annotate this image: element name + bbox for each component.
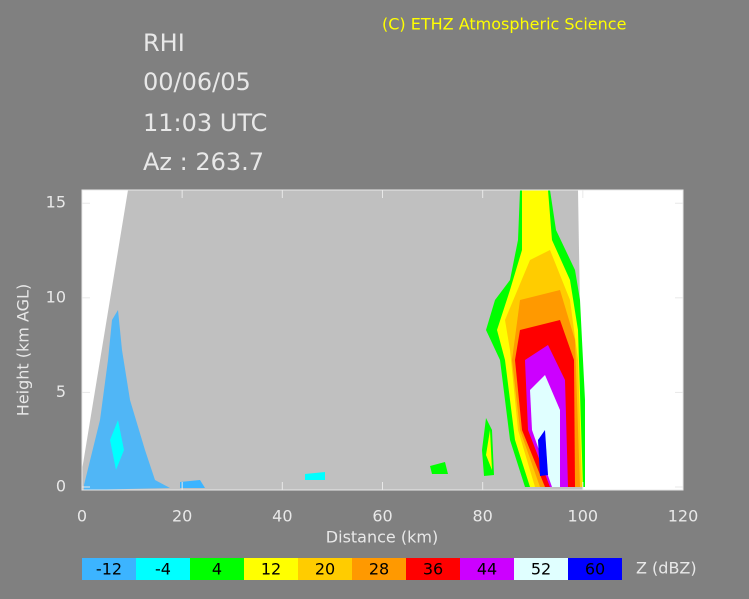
- title-line: RHI: [143, 29, 185, 57]
- title-line: 11:03 UTC: [143, 109, 267, 137]
- x-tick-label: 80: [472, 507, 492, 526]
- colorbar-swatch: [136, 558, 190, 580]
- y-tick-label: 0: [56, 477, 66, 496]
- title-line: 00/06/05: [143, 68, 251, 96]
- y-tick-label: 10: [46, 287, 66, 306]
- colorbar-swatch: [568, 558, 622, 580]
- beam-coverage: [82, 190, 583, 490]
- echoes: [84, 190, 585, 490]
- y-tick-label: 5: [56, 382, 66, 401]
- colorbar-swatch: [190, 558, 244, 580]
- colorbar-swatch: [460, 558, 514, 580]
- echo: [110, 420, 124, 470]
- colorbar-tick-label: -4: [155, 560, 171, 579]
- colorbar-tick-label: -12: [96, 560, 122, 579]
- colorbar-swatch: [244, 558, 298, 580]
- echo: [538, 430, 548, 476]
- echo: [305, 472, 325, 480]
- echo: [430, 462, 448, 474]
- title-line: Az : 263.7: [143, 148, 264, 176]
- colorbar-tick-label: 12: [261, 560, 281, 579]
- x-tick-label: 40: [272, 507, 292, 526]
- colorbar-tick-label: 60: [585, 560, 605, 579]
- x-tick-label: 100: [568, 507, 599, 526]
- y-tick-label: 15: [46, 193, 66, 212]
- colorbar-tick-label: 36: [423, 560, 443, 579]
- colorbar-swatch: [514, 558, 568, 580]
- colorbar-swatch: [82, 558, 136, 580]
- colorbar-swatch: [298, 558, 352, 580]
- echo: [486, 430, 492, 470]
- colorbar-label: Z (dBZ): [636, 559, 697, 578]
- x-tick-label: 20: [172, 507, 192, 526]
- plot-area: [81, 189, 684, 491]
- credit: (C) ETHZ Atmospheric Science: [382, 15, 626, 34]
- x-tick-label: 60: [372, 507, 392, 526]
- colorbar-swatch: [352, 558, 406, 580]
- x-axis-label: Distance (km): [326, 528, 438, 547]
- x-tick-label: 120: [668, 507, 699, 526]
- x-tick-label: 0: [77, 507, 87, 526]
- colorbar-tick-label: 4: [212, 560, 222, 579]
- y-axis-label: Height (km AGL): [14, 284, 33, 416]
- colorbar-tick-label: 20: [315, 560, 335, 579]
- colorbar-tick-label: 44: [477, 560, 497, 579]
- echo: [84, 310, 170, 490]
- colorbar-tick-label: 52: [531, 560, 551, 579]
- colorbar-swatch: [406, 558, 460, 580]
- echo: [180, 480, 205, 488]
- colorbar-tick-label: 28: [369, 560, 389, 579]
